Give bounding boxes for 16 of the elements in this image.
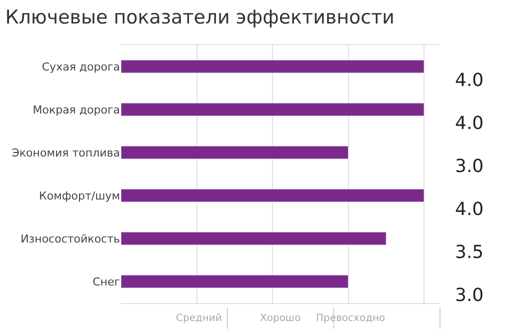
text: Средний: [176, 313, 222, 324]
y-tick-label: Сухая дорога: [42, 60, 120, 74]
data-label: 3.0: [455, 285, 484, 306]
data-label: 4.0: [455, 113, 484, 134]
text: Хорошо: [260, 313, 301, 324]
y-tick-label: Комфорт/шум: [39, 189, 120, 202]
y-tick-label: Износостойкость: [20, 232, 120, 246]
y-tick-label: Снег: [92, 275, 120, 288]
data-label: 4.0: [455, 199, 484, 220]
data-label: 4.0: [455, 70, 484, 91]
y-tick-label: Экономия топлива: [12, 146, 120, 160]
chart-title: Ключевые показатели эффективности: [5, 6, 395, 28]
text: Превосходно: [316, 313, 386, 324]
data-label: 3.5: [455, 242, 484, 263]
data-label: 3.0: [455, 156, 484, 177]
y-tick-label: Мокрая дорога: [32, 103, 120, 116]
